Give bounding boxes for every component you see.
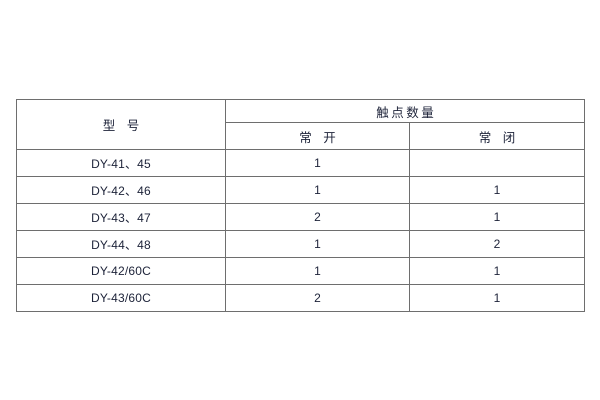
- cell-normally-open: 2: [225, 284, 410, 312]
- column-header-model: 型 号: [16, 99, 226, 150]
- cell-model: DY-41、45: [16, 149, 226, 177]
- cell-normally-closed: 1: [408, 176, 586, 204]
- table-header-row-primary: 型 号 触点数量: [16, 99, 586, 150]
- cell-model: DY-42、46: [16, 176, 226, 204]
- table-row: DY-43/60C 2 1: [16, 284, 586, 312]
- cell-normally-closed: [408, 149, 586, 177]
- cell-normally-open: 1: [225, 176, 410, 204]
- table-body: DY-41、45 1 DY-42、46 1 1 DY-43、47 2 1 DY-44、48 1 2 D…: [16, 149, 586, 312]
- cell-normally-open: 1: [225, 230, 410, 258]
- contact-quantity-table: 型 号 触点数量 常 开 常 闭 DY-41、45 1 DY-42、46 1 1 DY-4…: [16, 99, 586, 312]
- cell-model: DY-43、47: [16, 203, 226, 231]
- cell-normally-open: 1: [225, 149, 410, 177]
- cell-normally-closed: 1: [408, 257, 586, 285]
- table-row: DY-41、45 1: [16, 149, 586, 177]
- table-header: 型 号 触点数量 常 开 常 闭: [16, 99, 586, 150]
- cell-normally-open: 2: [225, 203, 410, 231]
- spec-table-container: 型 号 触点数量 常 开 常 闭 DY-41、45 1 DY-42、46 1 1 DY-4…: [16, 99, 586, 312]
- cell-normally-open: 1: [225, 257, 410, 285]
- table-row: DY-44、48 1 2: [16, 230, 586, 258]
- cell-model: DY-42/60C: [16, 257, 226, 285]
- table-row: DY-43、47 2 1: [16, 203, 586, 231]
- cell-normally-closed: 1: [408, 284, 586, 312]
- table-row: DY-42/60C 1 1: [16, 257, 586, 285]
- cell-normally-closed: 2: [408, 230, 586, 258]
- cell-model: DY-43/60C: [16, 284, 226, 312]
- table-header-row-secondary: 常 开 常 闭: [17, 122, 586, 150]
- table-row: DY-42、46 1 1: [16, 176, 586, 204]
- column-header-contact-quantity: 触点数量: [224, 99, 586, 123]
- cell-model: DY-44、48: [16, 230, 226, 258]
- cell-normally-closed: 1: [408, 203, 586, 231]
- column-header-normally-open: 常 开: [225, 122, 410, 150]
- column-header-normally-closed: 常 闭: [408, 122, 586, 150]
